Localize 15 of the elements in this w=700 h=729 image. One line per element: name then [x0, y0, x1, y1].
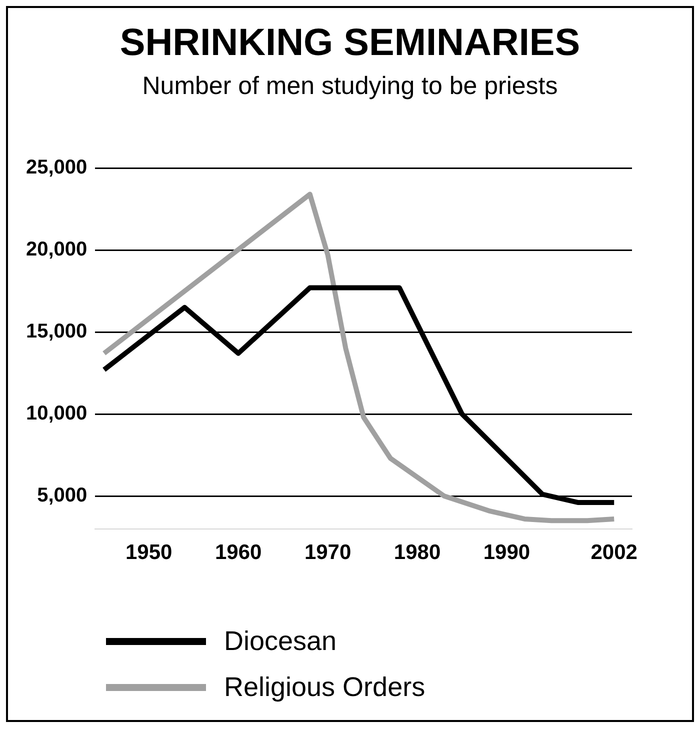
chart-subtitle: Number of men studying to be priests: [141, 72, 559, 101]
y-tick-label: 5,000: [37, 484, 88, 507]
x-tick-label: 1960: [214, 541, 262, 564]
legend-label: Religious Orders: [224, 672, 426, 702]
x-tick-label: 1970: [304, 541, 352, 564]
y-tick-label: 10,000: [26, 402, 88, 425]
y-tick-label: 25,000: [26, 156, 88, 179]
y-tick-label: 20,000: [26, 238, 88, 261]
legend-label: Diocesan: [224, 626, 337, 656]
x-tick-label: 1990: [483, 541, 530, 564]
x-tick-label: 2002: [590, 541, 638, 564]
y-tick-label: 15,000: [26, 320, 88, 343]
chart-title: SHRINKING SEMINARIES: [118, 22, 582, 65]
x-tick-label: 1950: [125, 541, 172, 564]
x-tick-label: 1980: [394, 541, 441, 564]
